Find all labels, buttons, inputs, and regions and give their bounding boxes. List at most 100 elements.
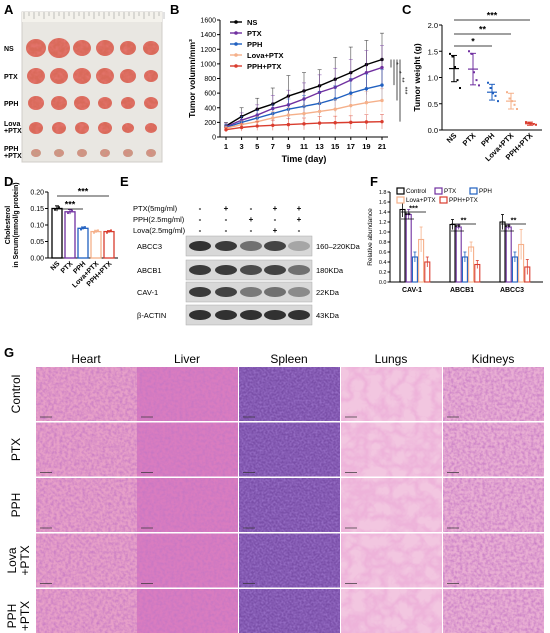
tumor-texture (31, 149, 41, 157)
tumor-texture (96, 68, 114, 84)
protein-label: β-ACTIN (137, 311, 166, 320)
row-label: Control (9, 375, 23, 414)
blot-band (288, 265, 310, 275)
sig-label: *** (401, 87, 408, 95)
legend-marker (234, 53, 238, 57)
bar (449, 223, 456, 283)
tumor-texture (144, 70, 158, 82)
bar (399, 208, 406, 283)
data-point (473, 71, 475, 74)
histology-texture (341, 589, 442, 633)
bar (468, 246, 475, 283)
sig-label: ** (461, 216, 467, 225)
sig-label: * (471, 37, 475, 47)
x-tick-label: 7 (271, 142, 275, 151)
y-axis-title: Cholesterolin Serum(mmol/g protein) (5, 182, 20, 267)
data-point (456, 79, 459, 82)
blot-band (189, 241, 211, 251)
data-point (497, 100, 499, 103)
data-point (84, 225, 86, 228)
legend-label: Control (406, 188, 426, 195)
bar (51, 207, 63, 259)
data-point (80, 228, 82, 231)
tumor-texture (29, 122, 43, 134)
y-tick-label: 0.0 (428, 126, 438, 135)
tumor-texture (100, 149, 110, 157)
bar (90, 230, 102, 259)
panel-e-letter: E (120, 174, 129, 189)
y-tick-label: 0.8 (379, 240, 387, 246)
treatment-mark: + (249, 215, 254, 224)
data-point (449, 52, 451, 55)
histology-texture (341, 478, 442, 532)
y-tick-label: 1.0 (379, 230, 387, 236)
blot-band (189, 265, 211, 275)
x-tick-label: ABCB1 (450, 287, 474, 294)
tumor-texture (120, 69, 136, 83)
tumor-texture (48, 38, 70, 58)
histology-texture (137, 478, 238, 532)
histology-texture (341, 422, 442, 477)
histology-texture (239, 367, 340, 421)
legend-label: NS (247, 18, 257, 27)
treatment-label: PPH(2.5mg/ml) (133, 215, 185, 224)
tumor-texture (146, 149, 156, 157)
treatment-mark: - (199, 215, 202, 224)
y-tick-label: 0.00 (30, 256, 44, 263)
tumor-texture (51, 96, 67, 110)
data-point (302, 111, 306, 116)
tumor-texture (28, 96, 44, 110)
row-label: Lova+PTX (4, 121, 22, 135)
histology-texture (36, 422, 137, 477)
treatment-label: PTX(5mg/ml) (133, 204, 178, 213)
panel-f-relative-abundance-chart: 0.0 0.2 0.4 0.6 0.8 1.0 1.2 1.4 1.6 1.8 Relative a… (367, 187, 543, 294)
data-point (106, 231, 108, 234)
x-tick-label: 13 (315, 142, 323, 151)
sig-label: ** (511, 216, 517, 225)
x-tick-label: 15 (331, 142, 339, 151)
data-point (54, 208, 56, 211)
legend-swatch (439, 196, 448, 204)
histology-texture (443, 422, 544, 477)
tumor-texture (75, 122, 89, 134)
tumor-texture (98, 97, 112, 109)
y-tick-label: 1.5 (428, 47, 438, 56)
legend-marker (234, 31, 238, 35)
data-point (454, 66, 456, 68)
blot-band (240, 241, 262, 251)
column-header: Spleen (270, 352, 307, 366)
data-point (349, 103, 353, 108)
blot-band (215, 265, 237, 275)
y-tick-label: 0.05 (30, 239, 44, 246)
panel-d-cholesterol-chart: 0.00 0.05 0.10 0.15 0.20 Cholesterolin Serum(… (5, 182, 118, 289)
column-header: Lungs (375, 352, 408, 366)
histology-texture (137, 589, 238, 633)
histology-texture (36, 533, 137, 588)
row-label: PTX (4, 74, 18, 81)
tumor-texture (145, 123, 157, 133)
y-tick-label: 2.0 (428, 21, 438, 30)
legend-marker (234, 42, 238, 46)
x-tick-label: 3 (240, 142, 244, 151)
histology-texture (137, 533, 238, 588)
size-label: 160–220KDa (316, 242, 361, 251)
data-point (333, 121, 337, 125)
treatment-mark: - (274, 215, 277, 224)
tumor-texture (144, 97, 158, 109)
treatment-label: Lova(2.5mg/ml) (133, 226, 186, 235)
panel-c-letter: C (402, 2, 412, 17)
data-point (380, 83, 384, 87)
treatment-mark: - (225, 215, 228, 224)
x-tick-label: NS (445, 131, 459, 145)
legend-label: Lova+PTX (247, 51, 283, 60)
row-label: NS (4, 46, 14, 53)
y-tick-label: 1200 (200, 47, 216, 54)
treatment-mark: - (250, 226, 253, 235)
sig-label: *** (65, 200, 76, 210)
legend-swatch (469, 187, 478, 195)
sig-label: ** (505, 223, 511, 232)
legend-label: PTX (444, 188, 457, 195)
legend-swatch (434, 187, 443, 195)
